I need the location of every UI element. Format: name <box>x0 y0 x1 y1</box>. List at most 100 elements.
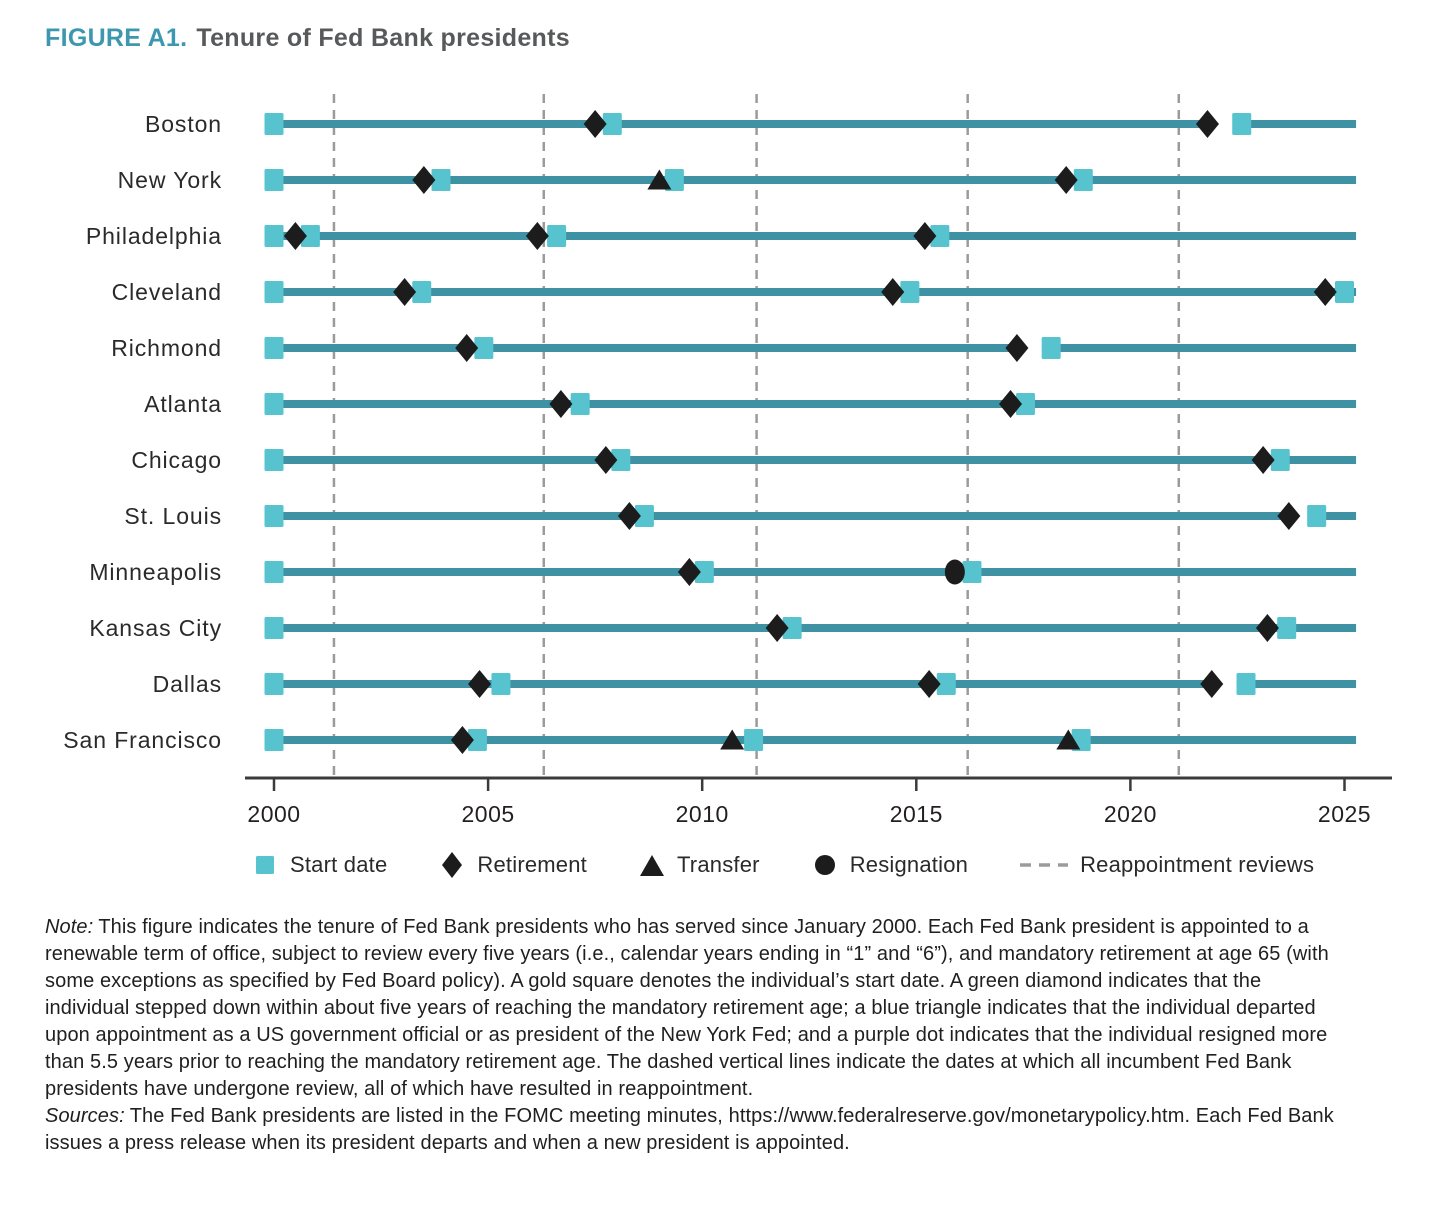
row-label: San Francisco <box>63 727 222 753</box>
start-marker <box>264 113 284 135</box>
legend-label: Reappointment reviews <box>1080 852 1315 877</box>
start-marker <box>570 393 590 415</box>
start-marker <box>1307 505 1327 527</box>
x-axis-tick-label: 2000 <box>247 801 300 827</box>
retirement-marker <box>1277 502 1301 530</box>
retirement-marker <box>917 670 941 698</box>
legend-item: Reappointment reviews <box>1020 850 1314 880</box>
start-marker <box>1232 113 1252 135</box>
timeline-row: Atlanta <box>144 390 1357 418</box>
retirement-marker <box>594 446 618 474</box>
start-marker <box>264 449 284 471</box>
timeline-row: Dallas <box>153 670 1357 698</box>
start-marker <box>264 393 284 415</box>
row-label: New York <box>118 167 222 193</box>
x-axis-tick-label: 2005 <box>462 801 515 827</box>
legend-label: Retirement <box>477 852 587 877</box>
retirement-marker <box>617 502 641 530</box>
start-marker <box>431 169 451 191</box>
row-label: Chicago <box>131 447 222 473</box>
start-marker <box>264 337 284 359</box>
resignation-dot-icon <box>814 855 835 875</box>
figure-footnotes: Note: This figure indicates the tenure of… <box>45 914 1337 1157</box>
retirement-marker <box>450 726 474 754</box>
retirement-marker <box>583 110 607 138</box>
retirement-marker <box>549 390 573 418</box>
retirement-marker <box>881 278 905 306</box>
x-axis-tick-label: 2025 <box>1318 801 1371 827</box>
start-marker <box>264 225 284 247</box>
start-marker <box>264 729 284 751</box>
timeline-row: Kansas City <box>89 614 1357 642</box>
row-label: Philadelphia <box>86 223 222 249</box>
reappointment-dash-icon <box>1020 863 1069 867</box>
figure-title-text: Tenure of Fed Bank presidents <box>196 24 570 52</box>
retirement-marker <box>1054 166 1078 194</box>
start-marker <box>930 225 950 247</box>
timeline-row: Minneapolis <box>89 558 1357 586</box>
start-marker <box>900 281 920 303</box>
timeline-row: Cleveland <box>112 278 1357 306</box>
x-axis-tick-label: 2015 <box>890 801 943 827</box>
legend-label: Start date <box>290 852 388 877</box>
legend-item: Start date <box>252 850 387 880</box>
x-axis-tick-label: 2010 <box>676 801 729 827</box>
figure-number: FIGURE A1. <box>45 24 188 52</box>
start-marker <box>962 561 982 583</box>
retirement-marker <box>913 222 937 250</box>
start-marker <box>264 673 284 695</box>
retirement-marker <box>677 558 701 586</box>
start-marker <box>474 337 494 359</box>
tenure-timeline-chart: 2000 2005 2010 2015 2020 2025 Boston New York Ph… <box>63 94 1392 827</box>
figure-title: FIGURE A1. Tenure of Fed Bank presidents <box>45 24 570 53</box>
start-square-icon <box>256 856 274 874</box>
legend-item: Resignation <box>812 850 968 880</box>
start-marker <box>634 505 654 527</box>
row-label: St. Louis <box>124 503 222 529</box>
row-label: Richmond <box>111 335 222 361</box>
start-marker <box>664 169 684 191</box>
retirement-marker <box>1200 670 1224 698</box>
timeline-row: Boston <box>145 110 1357 138</box>
retirement-marker <box>1255 614 1279 642</box>
start-marker <box>1270 449 1290 471</box>
note-text: This figure indicates the tenure of Fed … <box>45 916 1329 1100</box>
start-marker <box>467 729 487 751</box>
retirement-marker <box>999 390 1023 418</box>
start-marker <box>412 281 432 303</box>
row-label: Dallas <box>153 671 222 697</box>
legend-label: Resignation <box>849 852 969 877</box>
retirement-marker <box>1313 278 1337 306</box>
retirement-marker <box>468 670 492 698</box>
row-label: Boston <box>145 111 222 137</box>
transfer-triangle-icon <box>639 855 664 876</box>
start-marker <box>300 225 320 247</box>
timeline-row: Richmond <box>111 334 1357 362</box>
start-marker <box>1236 673 1256 695</box>
start-marker <box>264 617 284 639</box>
start-marker <box>782 617 802 639</box>
resignation-marker <box>944 559 965 585</box>
retirement-marker <box>1251 446 1275 474</box>
retirement-marker <box>412 166 436 194</box>
figure-sources: Sources: The Fed Bank presidents are list… <box>45 1103 1337 1157</box>
row-label: Minneapolis <box>89 559 222 585</box>
timeline-row: Chicago <box>131 446 1357 474</box>
start-marker <box>264 169 284 191</box>
transfer-marker <box>1056 729 1081 750</box>
retirement-diamond-icon <box>442 852 463 878</box>
x-axis-tick-label: 2020 <box>1104 801 1157 827</box>
start-marker <box>744 729 764 751</box>
legend: Start date Retirement Transfer Resignation R… <box>252 850 1314 880</box>
start-marker <box>264 505 284 527</box>
figure-note: Note: This figure indicates the tenure of… <box>45 914 1337 1103</box>
start-marker <box>1015 393 1035 415</box>
row-label: Atlanta <box>144 391 222 417</box>
start-marker <box>547 225 567 247</box>
sources-label: Sources: <box>45 1105 125 1127</box>
start-marker <box>1041 337 1061 359</box>
retirement-marker <box>525 222 549 250</box>
legend-label: Transfer <box>676 852 760 877</box>
start-marker <box>602 113 622 135</box>
legend-item: Retirement <box>439 850 587 880</box>
